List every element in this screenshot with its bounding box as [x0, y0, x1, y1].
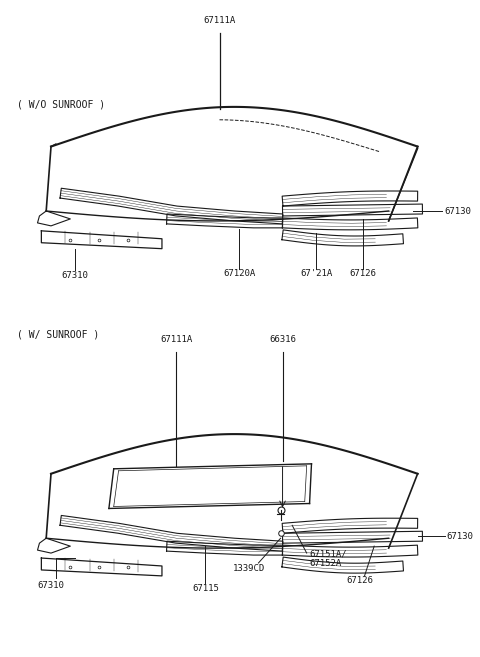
Text: 67111A: 67111A	[204, 16, 236, 24]
Text: 67310: 67310	[62, 271, 89, 281]
Text: 67115: 67115	[192, 584, 219, 593]
Text: ( W/ SUNROOF ): ( W/ SUNROOF )	[17, 330, 99, 340]
Text: 67151A/: 67151A/	[310, 549, 347, 558]
Text: 67'21A: 67'21A	[300, 269, 333, 279]
Text: 1339CD: 1339CD	[233, 564, 265, 573]
Text: 67152A: 67152A	[310, 559, 342, 568]
Text: 67126: 67126	[346, 576, 373, 585]
Text: ( W/O SUNROOF ): ( W/O SUNROOF )	[17, 100, 106, 110]
Text: 67126: 67126	[349, 269, 376, 279]
Text: 67120A: 67120A	[223, 269, 255, 279]
Text: 67111A: 67111A	[160, 335, 192, 344]
Text: 67130: 67130	[444, 206, 471, 215]
Text: 67310: 67310	[37, 581, 64, 590]
Text: 67130: 67130	[446, 532, 473, 541]
Text: 66316: 66316	[269, 335, 296, 344]
